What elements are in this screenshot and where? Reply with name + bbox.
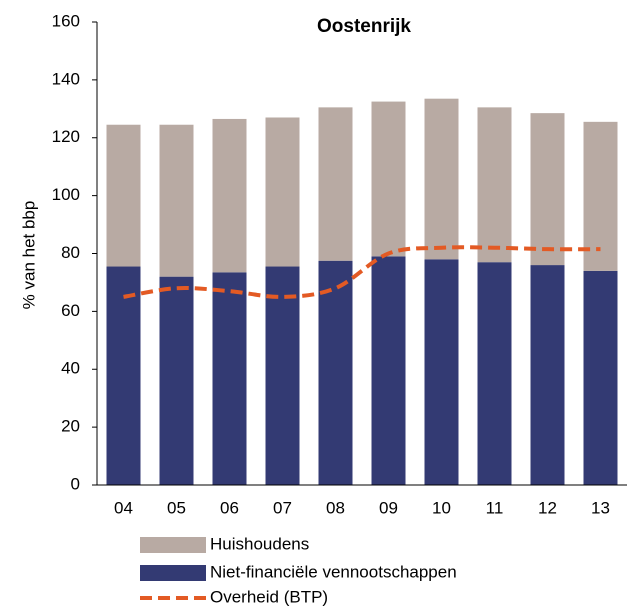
bar	[371, 256, 406, 485]
bar	[530, 265, 565, 485]
bar	[159, 276, 194, 485]
y-tick-label: 40	[61, 359, 80, 378]
bar	[159, 124, 194, 277]
x-tick-label: 08	[326, 498, 345, 517]
bar	[318, 107, 353, 261]
bar	[212, 118, 247, 273]
bar	[583, 121, 618, 271]
x-tick-label: 12	[538, 498, 557, 517]
x-tick-label: 07	[273, 498, 292, 517]
x-tick-label: 04	[114, 498, 133, 517]
y-axis-label: % van het bbp	[19, 201, 38, 310]
x-tick-label: 13	[591, 498, 610, 517]
y-tick-label: 60	[61, 301, 80, 320]
line	[123, 245, 601, 299]
legend-swatch	[140, 537, 206, 553]
bar	[106, 266, 141, 485]
bar	[265, 117, 300, 267]
bar	[530, 113, 565, 266]
y-tick-label: 0	[71, 474, 80, 493]
x-tick-label: 06	[220, 498, 239, 517]
bar	[583, 270, 618, 485]
y-tick-label: 20	[61, 417, 80, 436]
x-tick-label: 09	[379, 498, 398, 517]
y-tick-label: 140	[52, 69, 80, 88]
x-tick-label: 05	[167, 498, 186, 517]
x-tick-label: 10	[432, 498, 451, 517]
bar	[371, 101, 406, 257]
y-tick-label: 120	[52, 127, 80, 146]
legend-swatch	[140, 565, 206, 581]
bar	[212, 272, 247, 485]
bar	[477, 107, 512, 263]
y-tick-label: 160	[52, 11, 80, 30]
bar	[318, 260, 353, 485]
legend-label: Overheid (BTP)	[210, 587, 328, 606]
bar	[424, 259, 459, 485]
bar	[106, 124, 141, 267]
legend-label: Huishoudens	[210, 534, 309, 553]
x-tick-label: 11	[486, 498, 504, 517]
y-tick-label: 100	[52, 185, 80, 204]
bar	[424, 98, 459, 260]
chart-title: Oostenrijk	[317, 16, 411, 37]
bar	[477, 262, 512, 485]
y-tick-label: 80	[61, 243, 80, 262]
bar	[265, 266, 300, 485]
legend-label: Niet-financiële vennootschappen	[210, 562, 457, 581]
